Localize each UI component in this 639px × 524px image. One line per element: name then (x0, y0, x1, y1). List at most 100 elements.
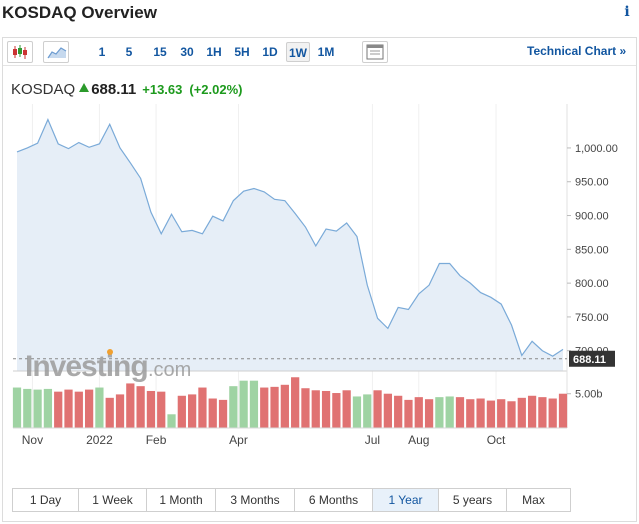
range-max[interactable]: Max (507, 489, 560, 511)
price-change: +13.63 (142, 82, 183, 97)
range-1-year[interactable]: 1 Year (373, 489, 439, 511)
volume-bar (486, 400, 496, 428)
info-icon[interactable]: i (624, 4, 630, 20)
price-area (17, 119, 563, 371)
volume-axis-label: 5.00b (575, 389, 603, 401)
volume-bar (64, 389, 73, 428)
volume-bar (23, 388, 32, 428)
volume-bar (95, 387, 104, 428)
volume-bar (321, 390, 331, 428)
volume-bar (404, 399, 413, 428)
watermark-dot (107, 349, 113, 355)
volume-bar (270, 386, 279, 428)
volume-bar (558, 393, 568, 428)
range-1-day[interactable]: 1 Day (13, 489, 79, 511)
volume-bar (414, 397, 423, 428)
y-tick-label: 950.00 (575, 177, 609, 189)
timeframe-15[interactable]: 15 (153, 45, 167, 59)
volume-bar (342, 390, 351, 428)
chart-panel: 1 5 15 30 1H 5H 1D 1W 1M Technical Chart » KOSDA… (2, 37, 637, 522)
volume-bar (383, 393, 392, 428)
volume-bar (497, 399, 506, 428)
y-tick-label: 900.00 (575, 211, 609, 223)
volume-bar (33, 389, 42, 428)
volume-bar (115, 394, 125, 428)
volume-bar (548, 398, 557, 428)
volume-bar (208, 398, 217, 428)
last-price-tag-label: 688.11 (573, 354, 606, 366)
timeframe-30[interactable]: 30 (180, 45, 194, 59)
volume-bar (146, 390, 156, 428)
volume-bar (373, 390, 382, 428)
range-5-years[interactable]: 5 years (439, 489, 507, 511)
volume-bar (455, 397, 465, 428)
watermark-suffix: .com (148, 359, 191, 381)
last-price-tag (569, 350, 615, 367)
range-3-months[interactable]: 3 Months (216, 489, 295, 511)
x-tick-label: Apr (229, 433, 248, 447)
range-1-month[interactable]: 1 Month (147, 489, 216, 511)
y-tick-label: 800.00 (575, 278, 609, 290)
volume-bar (445, 396, 454, 428)
volume-bar (301, 388, 310, 428)
volume-bar (311, 390, 320, 428)
volume-bar (229, 386, 238, 428)
volume-bar (363, 394, 372, 428)
range-1-week[interactable]: 1 Week (79, 489, 147, 511)
volume-bar (177, 395, 186, 428)
volume-bar (157, 391, 166, 428)
volume-bar (435, 397, 444, 428)
watermark-brand: Investing (25, 350, 148, 383)
x-tick-label: 2022 (86, 433, 113, 447)
timeframe-1d[interactable]: 1D (262, 45, 278, 59)
volume-bar (260, 387, 269, 428)
panel-icon[interactable] (362, 41, 388, 63)
volume-bar (198, 387, 207, 428)
volume-bar (280, 384, 289, 428)
price-chart[interactable]: 1,000.00950.00900.00850.00800.00750.0070… (3, 38, 636, 483)
up-arrow-icon (79, 83, 90, 92)
range-selector: 1 Day 1 Week 1 Month 3 Months 6 Months 1 Year… (12, 488, 571, 512)
volume-bar (527, 395, 537, 428)
y-tick-label: 1,000.00 (575, 143, 618, 155)
chart-toolbar: 1 5 15 30 1H 5H 1D 1W 1M Technical Chart » (3, 38, 636, 66)
x-tick-label: Nov (22, 433, 43, 447)
x-tick-label: Aug (408, 433, 429, 447)
volume-bar (332, 393, 341, 428)
range-6-months[interactable]: 6 Months (295, 489, 373, 511)
page-title: KOSDAQ Overview (2, 3, 157, 22)
timeframe-1h[interactable]: 1H (206, 45, 222, 59)
volume-bar (84, 389, 94, 428)
area-chart-icon[interactable] (43, 41, 69, 63)
timeframe-5h[interactable]: 5H (234, 45, 250, 59)
volume-bar (218, 399, 228, 428)
y-tick-label: 850.00 (575, 244, 609, 256)
volume-bar (167, 414, 176, 428)
volume-bar (476, 398, 485, 428)
timeframe-5[interactable]: 5 (125, 45, 133, 59)
instrument-name: KOSDAQ (11, 81, 76, 98)
candlestick-icon[interactable] (7, 41, 33, 63)
volume-bar (12, 387, 22, 428)
x-tick-label: Oct (487, 433, 506, 447)
technical-chart-link[interactable]: Technical Chart » (527, 44, 627, 58)
volume-bar (74, 391, 83, 428)
timeframe-1[interactable]: 1 (98, 45, 106, 59)
timeframe-1w[interactable]: 1W (286, 42, 310, 62)
volume-bar (424, 399, 434, 428)
volume-bar (126, 383, 135, 428)
volume-bar (352, 396, 362, 428)
volume-bar (188, 394, 197, 428)
volume-bar (394, 395, 403, 428)
volume-bar (249, 380, 259, 428)
y-tick-label: 750.00 (575, 312, 609, 324)
volume-bar (43, 388, 53, 428)
volume-bar (136, 386, 145, 428)
timeframe-1m[interactable]: 1M (317, 45, 335, 59)
x-tick-label: Jul (365, 433, 380, 447)
volume-bar (507, 401, 516, 428)
quote-summary: KOSDAQ 688.11 +13.63 (+2.02%) (11, 81, 243, 99)
price-line (16, 118, 564, 357)
volume-bar (517, 397, 526, 428)
volume-bar (239, 380, 248, 428)
